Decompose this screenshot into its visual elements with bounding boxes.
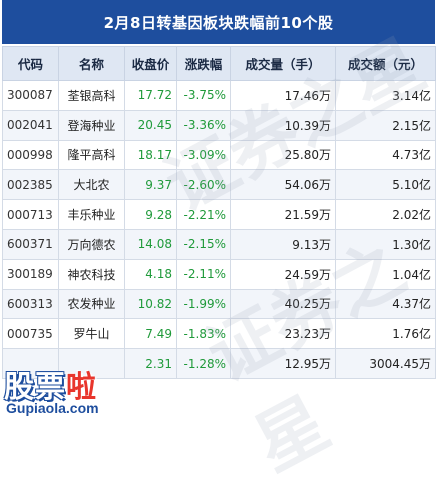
table-row: 600371 万向德农 14.08 -2.15% 9.13万 1.30亿 — [2, 228, 436, 260]
cell-amount: 2.15亿 — [335, 109, 436, 141]
cell-close: 2.31 — [124, 348, 177, 379]
cell-volume: 10.39万 — [230, 109, 336, 141]
cell-change: -1.28% — [176, 348, 231, 379]
cell-change: -2.15% — [176, 228, 231, 260]
cell-amount: 5.10亿 — [335, 169, 436, 201]
cell-amount: 1.04亿 — [335, 258, 436, 290]
cell-amount: 1.30亿 — [335, 228, 436, 260]
cell-close: 14.08 — [124, 228, 177, 260]
table-row: 000998 隆平高科 18.17 -3.09% 25.80万 4.73亿 — [2, 139, 436, 171]
cell-close: 9.37 — [124, 169, 177, 201]
cell-change: -1.83% — [176, 318, 231, 350]
cell-change: -3.75% — [176, 80, 231, 111]
cell-change: -3.09% — [176, 139, 231, 171]
cell-code: 002385 — [2, 169, 59, 201]
cell-code: 000713 — [2, 199, 59, 230]
cell-name: 万向德农 — [58, 228, 125, 260]
col-amount-header: 成交额（元） — [335, 46, 436, 81]
cell-change: -1.99% — [176, 288, 231, 320]
cell-close: 9.28 — [124, 199, 177, 230]
cell-close: 20.45 — [124, 109, 177, 141]
table-row: 000735 罗牛山 7.49 -1.83% 23.23万 1.76亿 — [2, 318, 436, 350]
cell-name: 荃银高科 — [58, 80, 125, 111]
col-code-header: 代码 — [2, 46, 59, 81]
cell-volume: 23.23万 — [230, 318, 336, 350]
cell-code: 300087 — [2, 80, 59, 111]
cell-close: 10.82 — [124, 288, 177, 320]
cell-close: 18.17 — [124, 139, 177, 171]
cell-name: 隆平高科 — [58, 139, 125, 171]
cell-name: 大北农 — [58, 169, 125, 201]
cell-close: 17.72 — [124, 80, 177, 111]
col-change-header: 涨跌幅 — [176, 46, 231, 81]
cell-name: 农发种业 — [58, 288, 125, 320]
header-row: 代码 名称 收盘价 涨跌幅 成交量（手） 成交额（元） — [2, 46, 436, 81]
cell-name: 神农科技 — [58, 258, 125, 290]
cell-volume: 12.95万 — [230, 348, 336, 379]
table-row: 2.31 -1.28% 12.95万 3004.45万 — [2, 348, 436, 379]
table-row: 002385 大北农 9.37 -2.60% 54.06万 5.10亿 — [2, 169, 436, 201]
cell-volume: 9.13万 — [230, 228, 336, 260]
cell-name: 罗牛山 — [58, 318, 125, 350]
cell-change: -3.36% — [176, 109, 231, 141]
cell-name — [58, 348, 125, 379]
cell-code: 000998 — [2, 139, 59, 171]
cell-amount: 4.37亿 — [335, 288, 436, 320]
cell-volume: 24.59万 — [230, 258, 336, 290]
logo-url: Gupiaola.com — [6, 400, 99, 416]
cell-volume: 17.46万 — [230, 80, 336, 111]
col-volume-header: 成交量（手） — [230, 46, 336, 81]
cell-amount: 2.02亿 — [335, 199, 436, 230]
cell-name: 登海种业 — [58, 109, 125, 141]
cell-name: 丰乐种业 — [58, 199, 125, 230]
table-title: 2月8日转基因板块跌幅前10个股 — [2, 0, 435, 44]
cell-volume: 25.80万 — [230, 139, 336, 171]
cell-volume: 54.06万 — [230, 169, 336, 201]
cell-amount: 3004.45万 — [335, 348, 436, 379]
table-row: 300189 神农科技 4.18 -2.11% 24.59万 1.04亿 — [2, 258, 436, 290]
cell-volume: 21.59万 — [230, 199, 336, 230]
col-close-header: 收盘价 — [124, 46, 177, 81]
cell-code: 600313 — [2, 288, 59, 320]
cell-volume: 40.25万 — [230, 288, 336, 320]
cell-code: 002041 — [2, 109, 59, 141]
cell-change: -2.21% — [176, 199, 231, 230]
cell-code: 600371 — [2, 228, 59, 260]
cell-amount: 4.73亿 — [335, 139, 436, 171]
table-row: 002041 登海种业 20.45 -3.36% 10.39万 2.15亿 — [2, 109, 436, 141]
cell-amount: 3.14亿 — [335, 80, 436, 111]
cell-close: 7.49 — [124, 318, 177, 350]
table-row: 300087 荃银高科 17.72 -3.75% 17.46万 3.14亿 — [2, 80, 436, 111]
cell-code — [2, 348, 59, 379]
table-row: 600313 农发种业 10.82 -1.99% 40.25万 4.37亿 — [2, 288, 436, 320]
cell-change: -2.11% — [176, 258, 231, 290]
col-name-header: 名称 — [58, 46, 125, 81]
cell-code: 000735 — [2, 318, 59, 350]
table-row: 000713 丰乐种业 9.28 -2.21% 21.59万 2.02亿 — [2, 199, 436, 230]
cell-code: 300189 — [2, 258, 59, 290]
cell-change: -2.60% — [176, 169, 231, 201]
cell-amount: 1.76亿 — [335, 318, 436, 350]
stock-table: 代码 名称 收盘价 涨跌幅 成交量（手） 成交额（元） 300087 荃银高科 17… — [2, 46, 436, 379]
cell-close: 4.18 — [124, 258, 177, 290]
